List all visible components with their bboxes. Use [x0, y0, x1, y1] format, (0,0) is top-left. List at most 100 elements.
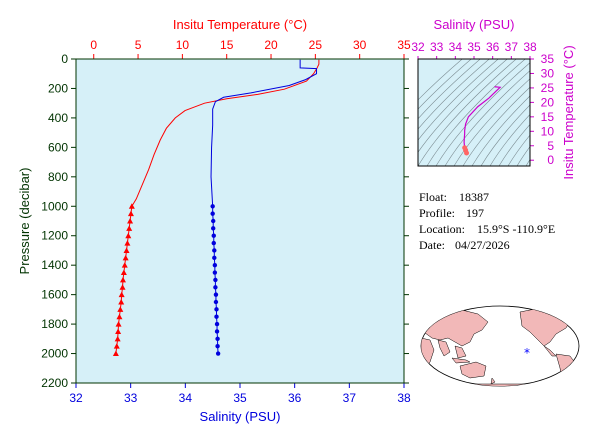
pressure-tick-label: 600	[48, 140, 68, 154]
salinity-point	[214, 329, 220, 334]
world-map: *	[420, 305, 580, 387]
density-contour	[418, 59, 463, 101]
temperature-tick-label: 0	[90, 38, 97, 52]
main-plot-series	[112, 59, 320, 357]
ts-temperature-tick-label: 15	[541, 110, 555, 124]
density-contour	[462, 86, 530, 166]
salinity-point	[215, 351, 221, 356]
temperature-line	[131, 59, 320, 207]
pressure-tick-label: 1200	[41, 229, 68, 243]
ts-inset-frame	[417, 58, 531, 167]
ts-salinity-tick-label: 37	[505, 40, 519, 54]
salinity-tick-label: 32	[69, 391, 83, 405]
main-profile-plot: 0200400600800100012001400160018002000220…	[17, 17, 411, 424]
salinity-point	[211, 240, 216, 246]
density-contour	[489, 114, 530, 166]
salinity-point	[212, 248, 217, 253]
salinity-point	[211, 226, 216, 231]
float-location-marker: *	[524, 346, 530, 360]
ts-temperature-tick-label: 20	[541, 95, 555, 109]
density-contour	[418, 59, 472, 110]
date-label: Date:	[419, 238, 445, 252]
pressure-tick-label: 200	[48, 81, 68, 95]
ts-inset-series	[462, 86, 502, 156]
profile-label: Profile:	[419, 206, 455, 220]
pressure-tick-label: 1600	[41, 288, 68, 302]
salinity-point	[212, 270, 218, 275]
density-contour	[480, 104, 530, 166]
location-label: Location:	[419, 222, 465, 236]
ts-temperature-axis-label: Insitu Temperature (°C)	[561, 45, 576, 179]
main-plot-ticks: 0200400600800100012001400160018002000220…	[41, 38, 411, 405]
ts-salinity-tick-label: 36	[486, 40, 500, 54]
ts-temperature-tick-label: 5	[547, 139, 554, 153]
ts-salinity-tick-label: 32	[411, 40, 425, 54]
ts-temperature-tick-label: 10	[541, 124, 555, 138]
temperature-point	[117, 306, 124, 312]
salinity-tick-label: 38	[397, 391, 411, 405]
density-contour	[418, 59, 517, 166]
temperature-point	[122, 254, 129, 261]
temperature-point	[116, 313, 123, 320]
temperature-point	[127, 218, 134, 224]
salinity-point	[213, 285, 218, 290]
salinity-tick-label: 33	[124, 391, 138, 405]
temperature-point	[114, 335, 121, 342]
temperature-point	[126, 225, 133, 231]
temperature-tick-label: 25	[309, 38, 323, 52]
salinity-line	[210, 59, 318, 207]
salinity-tick-label: 35	[233, 391, 247, 405]
density-contour	[418, 59, 508, 153]
pressure-tick-label: 2000	[41, 347, 68, 361]
temperature-point	[115, 328, 122, 334]
density-contour	[498, 123, 530, 166]
temperature-point	[121, 262, 128, 268]
temperature-point	[128, 203, 135, 209]
ts-salinity-axis-label: Salinity (PSU)	[434, 17, 515, 32]
salinity-point	[210, 211, 215, 216]
temperature-point	[120, 269, 127, 276]
salinity-point	[211, 233, 216, 238]
salinity-point	[215, 343, 220, 349]
temperature-tick-label: 20	[264, 38, 278, 52]
temperature-point	[118, 291, 125, 298]
salinity-tick-label: 37	[343, 391, 357, 405]
temperature-point	[124, 240, 131, 246]
temperature-point	[115, 321, 122, 327]
density-contour	[435, 62, 530, 166]
float-value: 18387	[459, 190, 489, 204]
density-contour	[418, 59, 499, 141]
pressure-tick-label: 0	[61, 52, 68, 66]
density-contour	[516, 146, 530, 166]
profile-value: 197	[466, 206, 484, 220]
ts-salinity-tick-label: 34	[449, 40, 463, 54]
date-value: 04/27/2026	[455, 238, 510, 252]
temperature-tick-label: 35	[397, 38, 411, 52]
temperature-tick-label: 10	[176, 38, 190, 52]
temperature-point	[112, 350, 119, 357]
temperature-point	[118, 299, 125, 305]
ts-temperature-tick-label: 0	[547, 153, 554, 167]
density-contour	[418, 59, 481, 120]
density-contour	[426, 59, 526, 166]
ts-inset-background	[418, 59, 530, 166]
temperature-point	[119, 276, 126, 283]
salinity-point	[213, 299, 219, 305]
temperature-point	[113, 343, 120, 349]
salinity-tick-label: 34	[179, 391, 193, 405]
salinity-point	[215, 336, 220, 342]
density-contour	[453, 78, 530, 166]
temperature-tick-label: 30	[353, 38, 367, 52]
temperature-tick-label: 5	[135, 38, 142, 52]
main-plot-background	[76, 59, 404, 383]
pressure-tick-label: 1800	[41, 317, 68, 331]
salinity-point	[212, 255, 217, 261]
temperature-axis-label: Insitu Temperature (°C)	[173, 17, 307, 32]
pressure-tick-label: 400	[48, 111, 68, 125]
float-info-block: Float: 18387 Profile: 197 Location: 15.9…	[419, 190, 555, 252]
temperature-point	[123, 247, 130, 253]
location-value: 15.9°S -110.9°E	[477, 222, 555, 236]
float-label: Float:	[419, 190, 447, 204]
